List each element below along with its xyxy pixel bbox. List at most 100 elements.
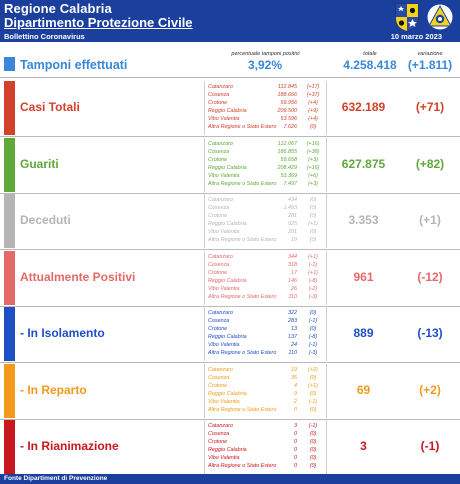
separator <box>0 305 460 307</box>
province-value: 2 <box>294 398 297 405</box>
province-delta: (0) <box>309 439 317 446</box>
header-title-department: Dipartimento Protezione Civile <box>4 15 193 30</box>
tamponi-label: Tamponi effettuati <box>20 58 128 72</box>
province-value: 110 <box>288 293 297 300</box>
province-delta: (-1) <box>308 398 318 405</box>
province-delta: (-1) <box>308 342 318 349</box>
province-value: 188.666 <box>277 92 298 99</box>
province-name: Reggio Calabria <box>208 447 247 454</box>
province-delta: (+38) <box>306 148 320 155</box>
province-row: Vibo Valentia 53.596 (+4) <box>205 116 326 124</box>
section-attualmente-positivi: Attualmente Positivi Catanzaro 344 (+1) Cose… <box>0 250 460 305</box>
province-delta: (-1) <box>308 423 318 429</box>
province-row: Altra Regione o Stato Estero 0 (0) <box>205 407 326 415</box>
province-name: Reggio Calabria <box>208 108 247 115</box>
province-row: Cosenza 318 (-1) <box>205 262 326 270</box>
section-in-isolamento: - In Isolamento Catanzaro 322 (0) Cosenza 283… <box>0 307 460 361</box>
separator <box>0 77 460 78</box>
province-name: Cosenza <box>208 148 230 155</box>
province-breakdown: Catanzaro 434 (0) Cosenza 1.493 (0) Crotone 281… <box>204 194 327 248</box>
province-name: Catanzaro <box>208 84 233 90</box>
section-total: 3.353 <box>348 213 379 227</box>
province-delta: (+3) <box>308 156 318 163</box>
province-delta: (+1) <box>308 382 318 389</box>
province-row: Catanzaro 3 (-1) <box>205 423 326 431</box>
province-name: Reggio Calabria <box>208 277 247 284</box>
province-delta: (0) <box>309 390 317 397</box>
province-delta: (+4) <box>308 116 318 123</box>
section-color-bar <box>4 363 15 418</box>
section-variation: (+2) <box>419 382 441 397</box>
province-delta: (+16) <box>306 164 320 171</box>
province-delta: (+6) <box>308 172 318 179</box>
province-name: Cosenza <box>208 205 230 212</box>
province-value: 137 <box>288 334 297 341</box>
province-value: 0 <box>294 463 297 470</box>
section-total: 632.189 <box>341 100 386 114</box>
province-value: 4 <box>294 382 297 389</box>
province-delta: (0) <box>309 447 317 454</box>
province-delta: (-8) <box>308 334 318 341</box>
province-row: Crotone 4 (+1) <box>205 383 326 391</box>
province-name: Crotone <box>208 156 228 163</box>
logos <box>395 3 454 32</box>
section-label: - In Isolamento <box>20 326 105 340</box>
province-row: Cosenza 283 (-1) <box>205 318 326 326</box>
province-name: Crotone <box>208 382 228 389</box>
province-delta: (0) <box>309 463 317 470</box>
province-breakdown: Catanzaro 3 (-1) Cosenza 0 (0) Crotone 0 (0) Regg… <box>204 420 327 474</box>
province-name: Cosenza <box>208 92 230 99</box>
section-variation: (-13) <box>417 326 443 340</box>
province-value: 59.658 <box>280 156 298 163</box>
protezione-civile-logo-icon <box>426 3 454 31</box>
section-color-bar <box>4 250 15 305</box>
province-name: Cosenza <box>208 374 230 381</box>
tamponi-marker <box>4 57 15 71</box>
province-breakdown: Catanzaro 112.845 (+17) Cosenza 188.666 (+37)… <box>204 81 327 135</box>
province-row: Crotone 0 (0) <box>205 439 326 447</box>
province-row: Altra Regione o Stato Estero 7.497 (+3) <box>205 181 326 189</box>
province-breakdown: Catanzaro 19 (+2) Cosenza 35 (0) Crotone 4 (+1) R… <box>204 363 327 418</box>
province-delta: (+37) <box>306 92 320 99</box>
section-variation: (+71) <box>415 100 445 114</box>
province-value: 112.845 <box>277 84 297 90</box>
section-in-rianimazione: - In Rianimazione Catanzaro 3 (-1) Cosenza 0 (… <box>0 420 460 474</box>
province-value: 186.855 <box>277 148 298 155</box>
tamponi-row: Tamponi effettuati 3,92% 4.258.418 (+1.8… <box>0 57 460 75</box>
province-delta: (0) <box>309 197 317 203</box>
section-variation: (-12) <box>417 269 443 284</box>
province-row: Cosenza 0 (0) <box>205 431 326 439</box>
province-name: Catanzaro <box>208 253 233 260</box>
province-breakdown: Catanzaro 344 (+1) Cosenza 318 (-1) Crotone 17 (… <box>204 250 327 305</box>
province-delta: (-2) <box>308 285 318 292</box>
section-color-bar <box>4 137 15 192</box>
province-name: Catanzaro <box>208 423 233 429</box>
province-row: Altra Regione o Stato Estero 0 (0) <box>205 463 326 471</box>
province-row: Reggio Calabria 9 (0) <box>205 391 326 399</box>
province-row: Catanzaro 112.067 (+16) <box>205 141 326 149</box>
province-row: Catanzaro 434 (0) <box>205 197 326 205</box>
province-name: Crotone <box>208 439 228 446</box>
province-row: Crotone 281 (0) <box>205 213 326 221</box>
section-label: Guariti <box>20 156 59 171</box>
province-value: 209.500 <box>277 108 298 115</box>
province-name: Crotone <box>208 100 228 107</box>
province-value: 110 <box>288 350 297 357</box>
province-value: 35 <box>291 374 297 381</box>
province-delta: (0) <box>309 455 317 462</box>
province-delta: (+1) <box>308 269 318 276</box>
province-delta: (0) <box>309 431 317 438</box>
province-value: 7.497 <box>283 180 298 187</box>
section-casi-totali: Casi Totali Catanzaro 112.845 (+17) Cosenza 1… <box>0 81 460 135</box>
province-row: Crotone 13 (0) <box>205 326 326 334</box>
province-value: 19 <box>291 237 297 244</box>
province-value: 7.626 <box>283 124 298 131</box>
province-row: Cosenza 188.666 (+37) <box>205 92 326 100</box>
province-value: 112.067 <box>277 140 297 147</box>
province-value: 26 <box>291 285 297 292</box>
footer: Fonte Dipartiment di Prevenzione <box>0 474 460 484</box>
province-delta: (+3) <box>308 180 318 187</box>
province-delta: (+1) <box>308 221 318 228</box>
province-value: 434 <box>288 197 297 203</box>
province-row: Catanzaro 19 (+2) <box>205 367 326 375</box>
